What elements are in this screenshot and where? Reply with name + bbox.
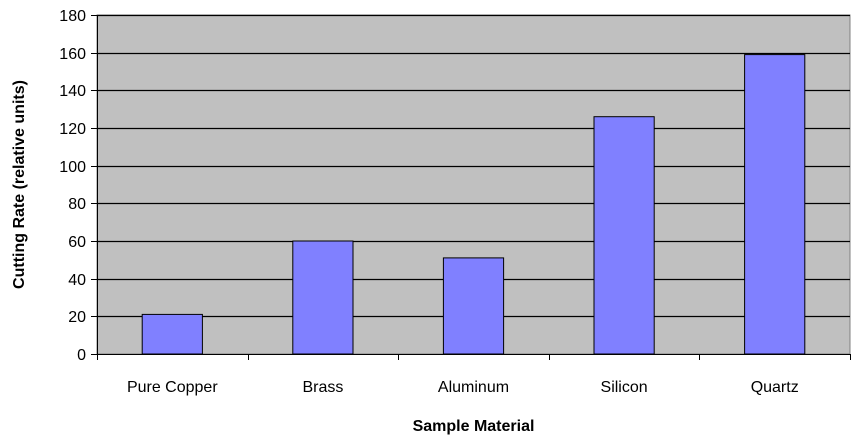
bar-aluminum	[442, 257, 505, 355]
y-tick-label: 100	[59, 159, 86, 176]
y-tick-label: 60	[68, 234, 86, 251]
bar-silicon	[593, 116, 655, 355]
bar-quartz	[744, 54, 806, 355]
y-tick-label: 180	[59, 8, 86, 25]
x-tick-label: Brass	[302, 379, 343, 396]
x-tick-label: Silicon	[601, 379, 648, 396]
gridlines	[97, 14, 850, 318]
y-tick-label: 20	[68, 309, 86, 326]
y-tick-label: 120	[59, 121, 86, 138]
x-tick-labels: Pure Copper Brass Aluminum Silicon Quartz	[127, 379, 799, 396]
y-tick-labels: 0 20 40 60 80 100 120 140 160 180	[59, 8, 86, 364]
y-tick-label: 40	[68, 272, 86, 289]
bar-pure-copper	[141, 313, 203, 355]
y-tick-label: 0	[77, 347, 86, 364]
bar-brass	[292, 240, 354, 355]
y-axis-title: Cutting Rate (relative units)	[11, 80, 28, 289]
x-tick-label: Aluminum	[438, 379, 509, 396]
axes	[91, 15, 851, 360]
x-tick-label: Pure Copper	[127, 379, 218, 396]
x-tick-label: Quartz	[751, 379, 799, 396]
y-tick-label: 140	[59, 83, 86, 100]
y-tick-label: 80	[68, 196, 86, 213]
x-axis-title: Sample Material	[413, 418, 535, 435]
y-tick-label: 160	[59, 46, 86, 63]
bars	[141, 54, 806, 355]
